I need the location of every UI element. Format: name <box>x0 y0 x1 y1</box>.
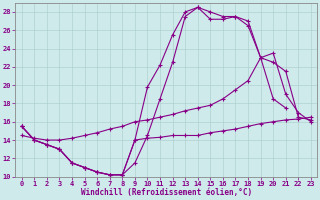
X-axis label: Windchill (Refroidissement éolien,°C): Windchill (Refroidissement éolien,°C) <box>81 188 252 197</box>
